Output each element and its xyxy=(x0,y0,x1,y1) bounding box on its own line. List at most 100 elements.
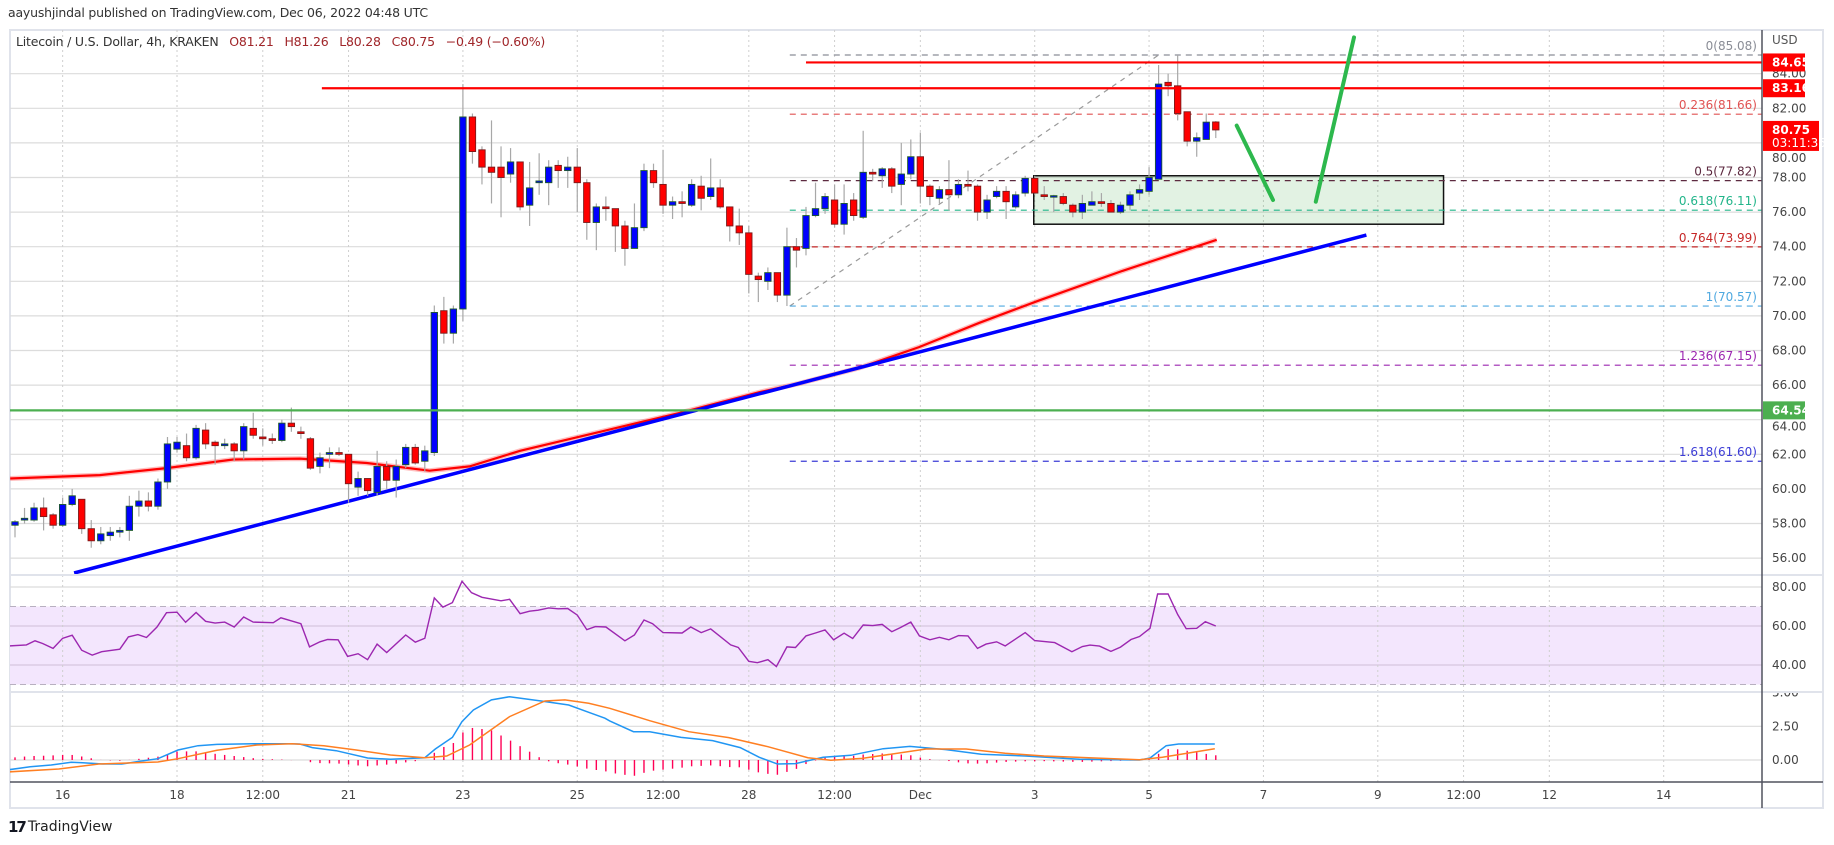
time-tick-label: 23 xyxy=(455,788,470,802)
candle xyxy=(116,526,124,538)
candle-body-down xyxy=(735,225,743,234)
candle xyxy=(287,407,296,432)
price-tick-label: 58.00 xyxy=(1772,517,1806,531)
candle xyxy=(592,203,600,251)
candle xyxy=(707,158,715,200)
candle xyxy=(1088,191,1096,206)
candle xyxy=(697,175,705,211)
candle xyxy=(821,193,829,214)
candle xyxy=(97,526,105,545)
candle xyxy=(411,443,419,465)
candle xyxy=(106,526,114,541)
price-badge-label: 83.16 xyxy=(1772,81,1810,95)
candle-body-down xyxy=(411,446,419,464)
candle-body-up xyxy=(116,529,124,533)
candle-body-up xyxy=(687,183,696,206)
candle-body-up xyxy=(1126,194,1134,206)
candle-body-up xyxy=(1145,177,1153,192)
candle-body-up xyxy=(11,521,19,526)
candle xyxy=(964,170,972,192)
candle-body-down xyxy=(1164,81,1172,87)
candle-body-down xyxy=(678,201,686,204)
candle xyxy=(430,305,438,457)
price-tick-label: 64.00 xyxy=(1772,419,1806,433)
time-tick-label: 18 xyxy=(169,788,184,802)
candle-body-up xyxy=(668,201,677,206)
fib-level-label: 0.764(73.99) xyxy=(1679,231,1757,245)
candle-body-up xyxy=(354,478,362,488)
price-badge-bg xyxy=(1763,120,1819,151)
rsi-line xyxy=(10,579,1217,668)
symbol-legend[interactable]: Litecoin / U.S. Dollar, 4h, KRAKEN O81.2… xyxy=(16,34,552,49)
candle xyxy=(87,520,95,548)
price-pane[interactable]: 0(85.08) 0.236(81.66) 0.5(77.82) 0.618(76.1… xyxy=(10,35,1762,575)
candle-body-up xyxy=(68,495,76,505)
close-value: C80.75 xyxy=(391,34,436,49)
price-badge-label: 80.75 xyxy=(1772,123,1810,137)
candle-body-down xyxy=(49,514,57,526)
rsi-pane[interactable] xyxy=(0,579,1217,668)
macd-pane[interactable] xyxy=(0,695,1217,776)
candle xyxy=(344,453,353,503)
candle xyxy=(316,452,324,474)
fib-level-label: 0(85.08) xyxy=(1706,39,1757,53)
candle xyxy=(335,447,343,457)
candle-body-down xyxy=(973,185,982,213)
candle-body-down xyxy=(1174,85,1182,114)
candle xyxy=(888,167,896,194)
candle-body-down xyxy=(440,310,448,334)
fib-level-label: 1.618(61.60) xyxy=(1679,445,1757,459)
candle xyxy=(611,208,620,252)
candle xyxy=(325,447,334,469)
time-tick-label: 14 xyxy=(1656,788,1671,802)
price-tick-label: 56.00 xyxy=(1772,551,1806,565)
candle-body-up xyxy=(783,246,791,296)
candle xyxy=(30,502,38,522)
candle-body-down xyxy=(230,443,238,452)
candle xyxy=(459,84,467,322)
candle-body-down xyxy=(268,438,276,441)
candle xyxy=(945,160,953,211)
tradingview-logo[interactable]: 17 TradingView xyxy=(8,818,112,836)
candle xyxy=(125,495,134,541)
candle-body-down xyxy=(1031,177,1039,194)
macd-signal-line xyxy=(10,699,1215,773)
candle xyxy=(135,490,143,517)
candle-body-up xyxy=(592,206,600,223)
candle xyxy=(926,184,934,206)
candle-body-up xyxy=(1116,204,1125,213)
low-value: L80.28 xyxy=(339,34,381,49)
candle-body-down xyxy=(849,199,858,217)
fib-trend-line xyxy=(789,54,1159,307)
candle xyxy=(1164,73,1172,97)
price-badge-label: 84.65 xyxy=(1772,55,1810,69)
axes[interactable]: USD84.0082.0080.0078.0076.0074.0072.0070… xyxy=(10,30,1826,808)
candle-body-up xyxy=(764,272,772,282)
candle xyxy=(487,120,496,204)
candle xyxy=(201,423,210,450)
candle-body-down xyxy=(611,208,620,227)
candle-body-up xyxy=(59,504,67,526)
candle-body-down xyxy=(926,185,934,197)
candle xyxy=(1116,201,1125,214)
candle-body-up xyxy=(859,171,867,218)
candle xyxy=(869,168,877,181)
candle xyxy=(297,426,305,439)
candle xyxy=(640,163,648,232)
candle xyxy=(859,130,867,220)
candle-body-down xyxy=(1183,111,1191,142)
candle-body-down xyxy=(39,507,48,518)
price-tick-label: 66.00 xyxy=(1772,378,1806,392)
time-tick-label: 12 xyxy=(1542,788,1557,802)
candle xyxy=(754,272,762,303)
time-tick-label: 5 xyxy=(1145,788,1153,802)
candle-body-up xyxy=(821,196,829,210)
candle-body-down xyxy=(211,441,219,447)
candle xyxy=(659,149,667,214)
candle xyxy=(716,179,724,209)
candle xyxy=(897,142,905,206)
candle-body-up xyxy=(1050,195,1058,198)
candle xyxy=(849,193,858,221)
candle xyxy=(144,492,153,512)
